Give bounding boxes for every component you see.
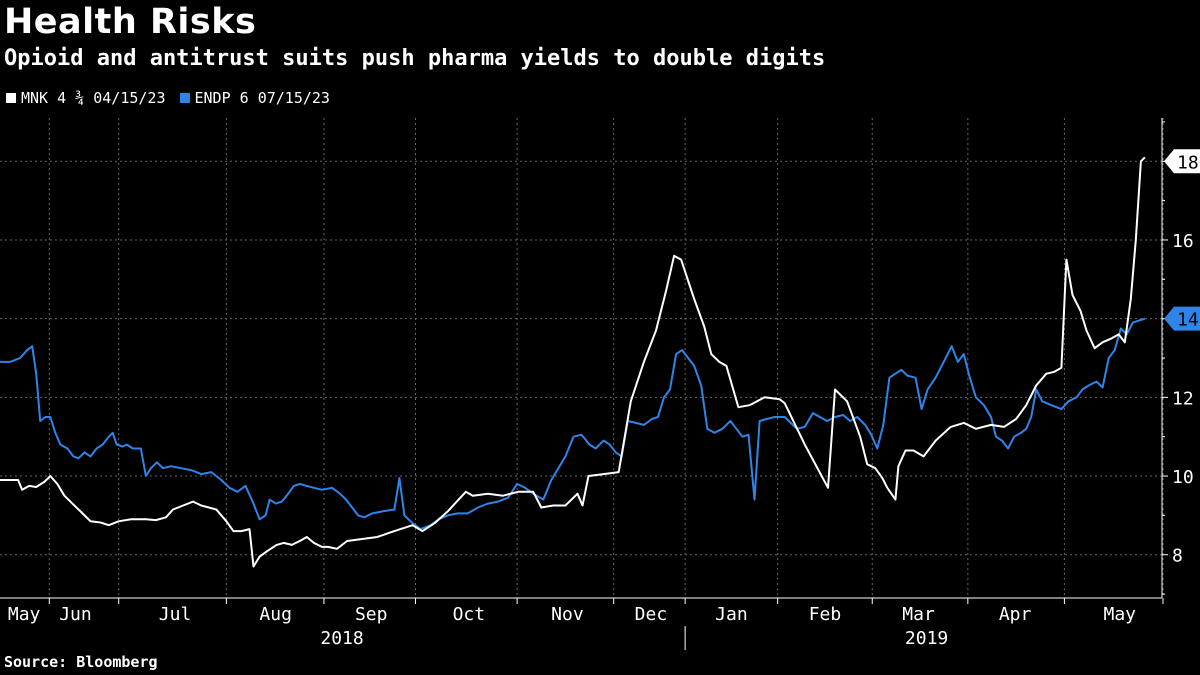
- legend-swatch-endp: [179, 93, 190, 103]
- end-tag-label-endp: 14: [1177, 310, 1199, 331]
- end-tag-endp: [1164, 306, 1200, 331]
- year-label-2018: 2018: [320, 628, 363, 649]
- x-tick-label-oct: Oct: [453, 604, 486, 625]
- chart-subtitle: Opioid and antitrust suits push pharma y…: [4, 46, 826, 71]
- series-lines: [0, 156, 1146, 568]
- x-tick-label-apr: Apr: [999, 604, 1032, 625]
- x-tick-label-feb: Feb: [809, 604, 842, 625]
- year-label-2019: 2019: [905, 628, 948, 649]
- x-tick-label-sep: Sep: [355, 604, 388, 625]
- x-axis: May Jun Jul Aug Sep Oct Nov Dec Jan Feb Mar Apr May 2…: [0, 597, 1164, 650]
- x-tick-label-mar: Mar: [902, 604, 935, 625]
- end-tag-mnk: [1164, 149, 1200, 174]
- legend-swatch-mnk: [6, 93, 16, 103]
- source-note: Source: Bloomberg: [4, 653, 158, 671]
- legend: MNK 4 ¾ 04/15/23 ENDP 6 07/15/23: [6, 89, 330, 107]
- x-tick-label-nov: Nov: [551, 604, 584, 625]
- x-tick-label-jun: Jun: [59, 604, 92, 625]
- y-axis: 81012141618: [1161, 118, 1194, 598]
- end-tag-label-mnk: 18: [1177, 152, 1199, 173]
- series-line-mnk: [0, 156, 1146, 568]
- legend-label-endp: ENDP 6 07/15/23: [194, 89, 330, 107]
- x-tick-label-jan: Jan: [715, 604, 748, 625]
- y-tick-label: 12: [1172, 388, 1194, 409]
- y-tick-label: 8: [1172, 546, 1183, 567]
- x-tick-label-aug: Aug: [259, 604, 292, 625]
- x-tick-label-may: May: [8, 604, 41, 625]
- series-line-endp: [0, 317, 1146, 531]
- legend-item-mnk: MNK 4 ¾ 04/15/23: [6, 89, 166, 107]
- legend-label-mnk: MNK 4 ¾ 04/15/23: [21, 89, 166, 107]
- x-tick-label-may: May: [1103, 604, 1136, 625]
- x-tick-label-jul: Jul: [159, 604, 192, 625]
- y-tick-label: 16: [1172, 231, 1194, 252]
- x-tick-label-dec: Dec: [635, 604, 668, 625]
- gridlines: [0, 118, 1164, 598]
- legend-item-endp: ENDP 6 07/15/23: [179, 89, 330, 107]
- chart-title: Health Risks: [4, 2, 257, 42]
- y-tick-label: 10: [1172, 467, 1194, 488]
